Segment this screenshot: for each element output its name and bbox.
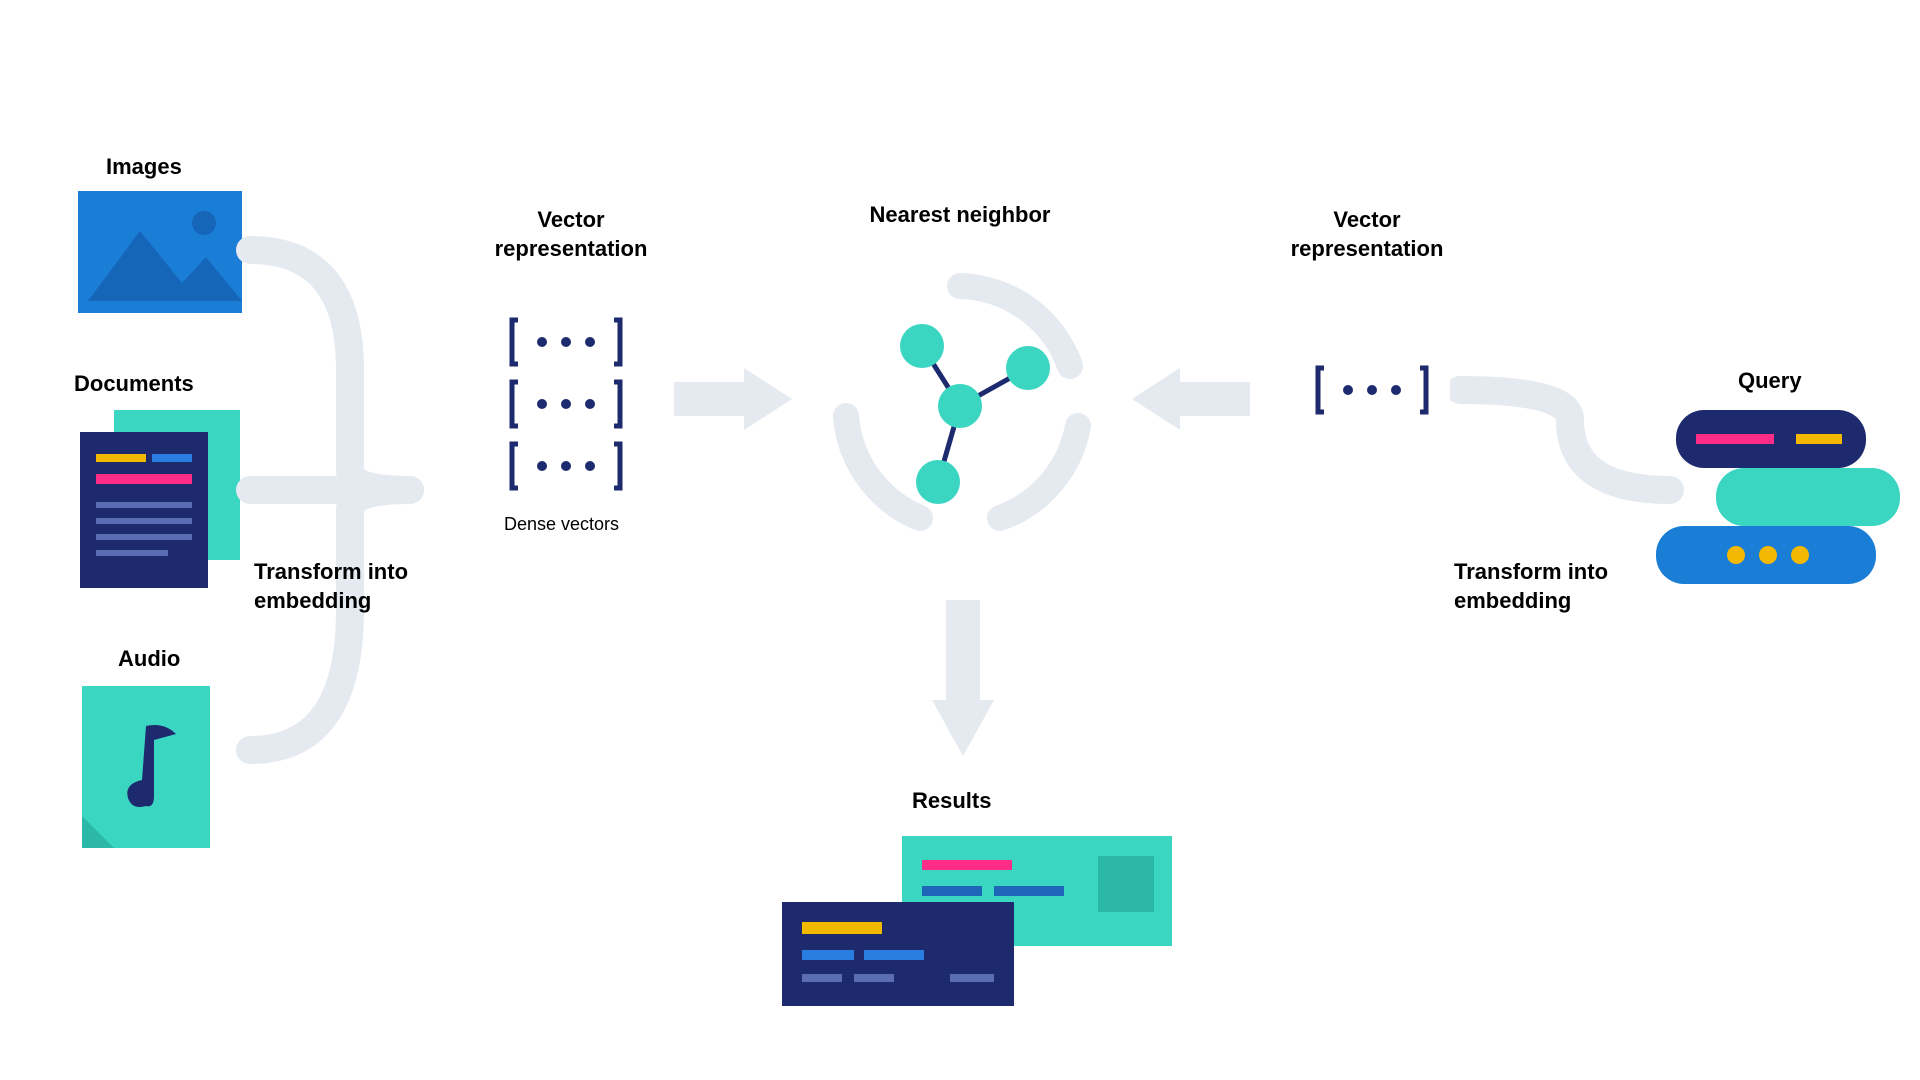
arrow-left-to-nn-icon bbox=[674, 364, 794, 439]
query-icon bbox=[1656, 404, 1900, 609]
nearest-neighbor-icon bbox=[810, 256, 1110, 561]
documents-title: Documents bbox=[74, 371, 194, 397]
vector-rep-left-text: Vector representation bbox=[495, 207, 648, 261]
images-title: Images bbox=[106, 154, 182, 180]
transform-right-label: Transform into embedding bbox=[1454, 558, 1654, 615]
arrow-nn-down-icon bbox=[928, 600, 998, 765]
query-title: Query bbox=[1738, 368, 1802, 394]
transform-right-text: Transform into embedding bbox=[1454, 559, 1608, 613]
transform-left-text: Transform into embedding bbox=[254, 559, 408, 613]
arrow-inputs-to-transform bbox=[230, 230, 450, 875]
transform-left-label: Transform into embedding bbox=[254, 558, 454, 615]
results-title: Results bbox=[912, 788, 991, 814]
nearest-neighbor-label: Nearest neighbor bbox=[840, 202, 1080, 228]
vector-rep-right-label: Vector representation bbox=[1262, 206, 1472, 263]
vector-rep-right-text: Vector representation bbox=[1291, 207, 1444, 261]
results-icon bbox=[782, 826, 1182, 1031]
arrow-right-to-nn-icon bbox=[1130, 364, 1250, 439]
vector-rep-left-label: Vector representation bbox=[466, 206, 676, 263]
images-icon bbox=[78, 191, 242, 318]
audio-title: Audio bbox=[118, 646, 180, 672]
dense-vectors-icon bbox=[492, 310, 652, 505]
arrow-query-to-transform bbox=[1450, 360, 1690, 545]
query-vector-icon bbox=[1298, 360, 1458, 425]
audio-icon bbox=[82, 686, 220, 861]
dense-vectors-label: Dense vectors bbox=[504, 514, 619, 535]
documents-icon bbox=[80, 410, 250, 595]
